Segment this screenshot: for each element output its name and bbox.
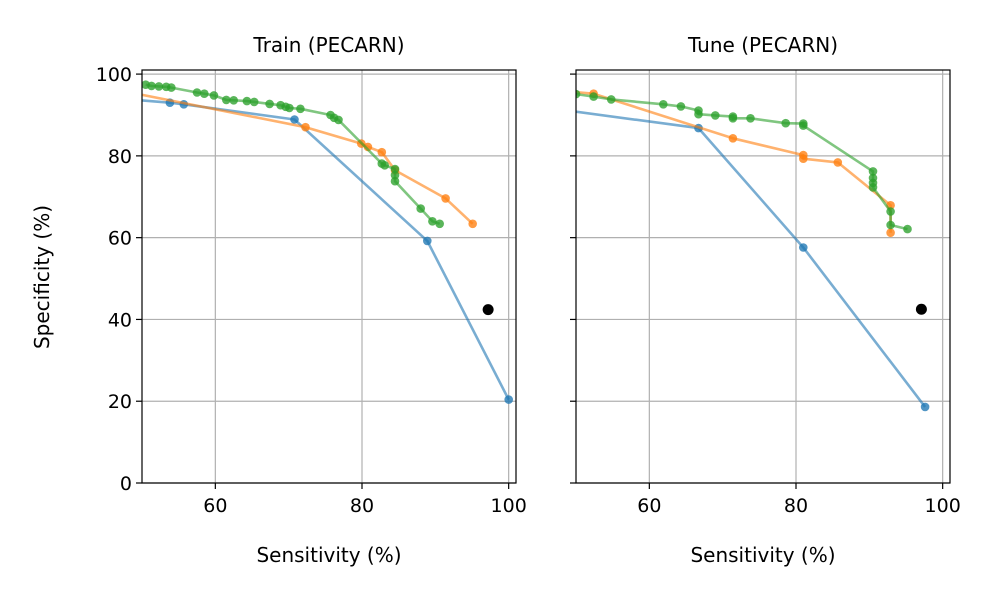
y-axis-label: Specificity (%) [30,205,54,349]
x-tick-label: 100 [925,495,961,517]
series-blue-point [504,395,513,404]
series-orange-point [728,134,738,143]
y-tick-label: 100 [96,64,132,86]
series-green-point [868,167,878,176]
series-green-point [390,164,400,174]
series-green-point [390,170,400,180]
series-green-point [659,100,668,109]
series-blue-line [576,110,927,408]
series-orange-point [799,154,808,163]
series-green-point [606,95,616,104]
y-tick-label: 60 [108,228,132,250]
series-green-point [242,96,252,106]
series-green-point [711,111,720,120]
series-green-point [334,115,343,125]
series-green-point [903,224,912,234]
series-green-point [265,99,274,109]
series-green-point [886,207,895,216]
x-tick-label: 60 [203,495,227,517]
axes-frame [141,69,517,484]
series-green-point [799,121,808,130]
series-blue-point [290,115,299,124]
series-green-point [167,83,176,92]
x-tick-label: 80 [350,495,374,517]
series-green-point [746,114,755,123]
series-orange-point [833,158,843,167]
y-tick-label: 0 [120,473,132,495]
series-orange-point [116,86,125,95]
series-green-point [154,82,164,91]
ticks: 60 80 100 0 20 40 60 80 100 [96,64,527,517]
series-green-point [147,81,156,91]
panel-title: Train (PECARN) [252,33,404,57]
panel-tune: 60 80 100 Tune (PECARN) Sensitivity (%) [550,33,961,567]
series-green-point [285,103,294,113]
series-green-point [428,217,437,226]
series-green-point [576,89,581,99]
axes-frame [575,69,951,484]
x-tick-label: 80 [784,495,808,517]
grid-lines [576,70,950,484]
x-tick-label: 100 [491,495,527,517]
series-green-point [781,118,790,128]
series-blue-line [142,99,510,401]
series-green-point [589,92,598,101]
series-green-point [886,220,895,230]
ticks: 60 80 100 [570,73,961,517]
series-blue-point [423,236,432,246]
y-tick-label: 80 [108,146,132,168]
series-orange-point [441,194,450,203]
series-green-point [200,89,209,98]
x-axis-label: Sensitivity (%) [256,543,401,567]
series-orange-point [468,219,478,229]
panel-title: Tune (PECARN) [687,33,838,57]
series-green-point [676,102,686,111]
series-green-point [249,97,259,107]
x-tick-label: 60 [637,495,661,517]
reference-point [915,303,927,315]
series-orange-point [301,122,310,132]
plot-area [550,86,930,412]
grid-lines [142,70,516,484]
y-tick-label: 20 [108,391,132,413]
series-green-point [192,88,202,97]
reference-point [482,304,494,316]
series-green-point [229,96,238,105]
series-orange-point [377,147,387,157]
series-green-point [694,109,703,119]
series-orange-point [550,86,559,95]
series-green-line [576,92,908,231]
x-axis-label: Sensitivity (%) [690,543,835,567]
series-green-point [296,104,305,114]
series-green-point [728,114,738,123]
series-blue-point [799,243,808,252]
series-blue-point [920,402,930,412]
series-green-point [390,176,400,186]
series-green-point [209,91,219,100]
series-blue-point [116,94,125,103]
plot-area [116,80,513,404]
series-orange-point [886,228,895,237]
series-green-point [222,95,231,105]
series-green-point [416,204,426,213]
series-orange-line [142,93,474,225]
series-green-point [380,161,390,170]
series-green-point [868,183,878,192]
series-green-point [435,219,445,229]
series-blue-point [550,105,559,114]
y-tick-label: 40 [108,309,132,331]
panel-train: 60 80 100 0 20 40 60 80 100 Train (PECARN) Sensi… [30,33,527,567]
